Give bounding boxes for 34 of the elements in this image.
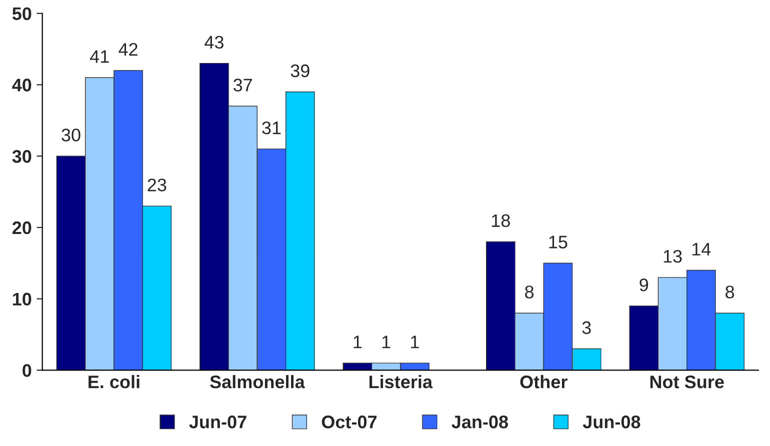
data-label: 39 <box>290 64 310 78</box>
legend-label: Oct-07 <box>322 416 377 428</box>
data-label: 1 <box>354 336 362 348</box>
data-label: 31 <box>262 122 281 134</box>
y-tick-label: 40 <box>12 78 32 92</box>
data-label: 14 <box>692 242 711 256</box>
legend-label: Jan-08 <box>452 416 508 428</box>
data-label: 41 <box>90 50 109 63</box>
x-tick-label: Other <box>520 375 568 388</box>
x-tick-label: E. coli <box>88 375 140 388</box>
data-label: 23 <box>148 178 166 192</box>
data-label: 43 <box>204 36 224 49</box>
legend-label: Jun-08 <box>582 416 640 428</box>
data-label: 3 <box>582 321 591 334</box>
data-label: 8 <box>726 286 734 298</box>
data-label: 37 <box>234 78 252 92</box>
data-label: 30 <box>62 128 80 142</box>
legend-label: Jun-07 <box>189 416 246 428</box>
x-tick-label: Salmonella <box>210 375 305 388</box>
data-label: 15 <box>549 236 568 248</box>
x-tick-label: Listeria <box>369 375 433 388</box>
data-label: 18 <box>492 214 510 228</box>
data-label: 1 <box>382 336 390 348</box>
data-label: 42 <box>118 43 138 56</box>
x-tick-label: Not Sure <box>650 376 724 388</box>
data-label: 8 <box>525 286 534 298</box>
data-label: 1 <box>411 336 419 348</box>
y-tick-label: 10 <box>12 292 32 306</box>
y-tick-label: 20 <box>12 221 32 234</box>
data-label: 13 <box>664 250 682 263</box>
y-tick-label: 0 <box>22 364 32 377</box>
data-label: 9 <box>640 278 648 292</box>
y-tick-label: 50 <box>12 7 32 20</box>
y-tick-label: 30 <box>12 150 32 163</box>
